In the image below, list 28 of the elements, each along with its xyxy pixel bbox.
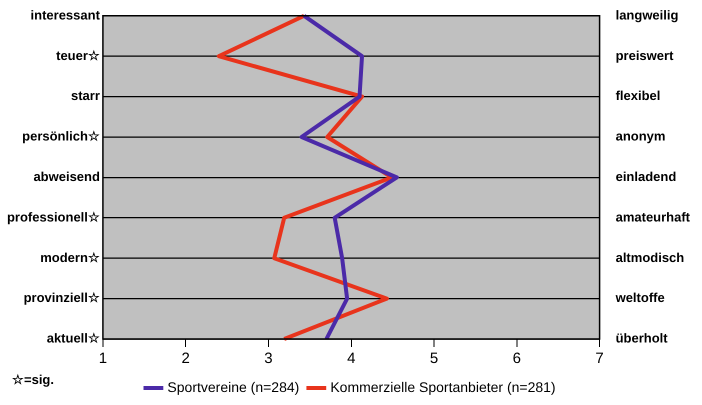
y-tick-label: starr xyxy=(70,88,100,104)
x-tick-label: 7 xyxy=(595,350,604,368)
x-tick-label: 5 xyxy=(430,350,438,368)
y2-tick-label: amateurhaft xyxy=(616,209,691,224)
y2-tick-label: altmodisch xyxy=(616,250,684,265)
legend-label: Kommerzielle Sportanbieter (n=281) xyxy=(330,378,556,395)
x-tick-label: 3 xyxy=(264,350,273,368)
y2-tick-label: weltoffe xyxy=(614,290,665,306)
y2-tick-label: anonym xyxy=(616,128,666,144)
x-tick-label: 4 xyxy=(347,350,356,368)
y-tick-label: teuer☆ xyxy=(56,48,100,63)
y-tick-label: modern☆ xyxy=(40,250,100,265)
y-tick-label: provinziell☆ xyxy=(24,290,100,306)
y2-tick-label: flexibel xyxy=(616,88,660,104)
x-tick-label: 1 xyxy=(98,350,108,368)
y-tick-label: interessant xyxy=(30,7,101,22)
legend-label: Sportvereine (n=284) xyxy=(167,378,300,395)
y2-tick-label: überholt xyxy=(616,330,668,346)
y2-tick-label: preiswert xyxy=(616,48,674,63)
y2-tick-label: langweilig xyxy=(616,7,678,22)
y-tick-label: persönlich☆ xyxy=(22,128,100,144)
y-tick-label: abweisend xyxy=(33,168,100,184)
y-tick-label: aktuell☆ xyxy=(46,330,100,346)
text: ☆=sig. xyxy=(12,372,54,387)
x-tick-label: 6 xyxy=(512,350,521,368)
x-tick-label: 2 xyxy=(182,350,190,368)
y-tick-label: professionell☆ xyxy=(6,209,100,224)
y2-tick-label: einladend xyxy=(616,168,676,184)
